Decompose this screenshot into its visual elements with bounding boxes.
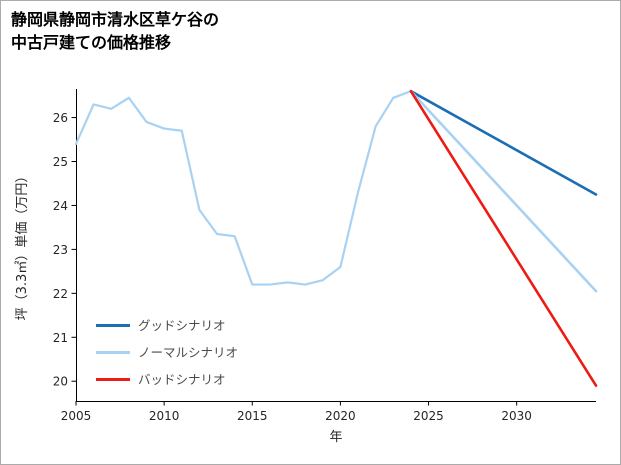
series-history-line [74,90,413,286]
x-axis-label: 年 [329,430,342,445]
x-tick-label: 2030 [501,409,532,423]
series-bad-line [409,89,598,387]
axes: 2005 2010 2015 2020 2025 2030 20 21 22 23 24 25 26 [53,89,596,423]
series-lines [74,89,598,387]
series-good-line [409,89,598,196]
x-tick-label: 2025 [413,409,444,423]
y-tick-label: 26 [53,111,68,125]
x-tick-label: 2010 [149,409,180,423]
y-tick-label: 24 [53,199,68,213]
legend-label-good: グッドシナリオ [138,318,226,333]
y-axis-label: 坪（3.3㎡）単価（万円） [14,170,30,321]
y-tick-label: 22 [53,287,68,301]
chart-title-line2: 中古戸建ての価格推移 [11,32,172,52]
chart-title-line1: 静岡県静岡市清水区草ケ谷の [11,10,220,29]
legend-label-normal: ノーマルシナリオ [138,345,238,360]
y-tick-label: 23 [53,243,68,257]
y-tick-label: 25 [53,155,68,169]
series-normal-line [409,89,598,293]
y-tick-label: 20 [53,375,68,389]
chart-title: 静岡県静岡市清水区草ケ谷の 中古戸建ての価格推移 [11,9,219,54]
x-tick-label: 2020 [325,409,356,423]
x-tick-label: 2005 [61,409,92,423]
legend-label-bad: バッドシナリオ [138,372,226,387]
x-tick-label: 2015 [237,409,268,423]
y-tick-label: 21 [53,331,68,345]
